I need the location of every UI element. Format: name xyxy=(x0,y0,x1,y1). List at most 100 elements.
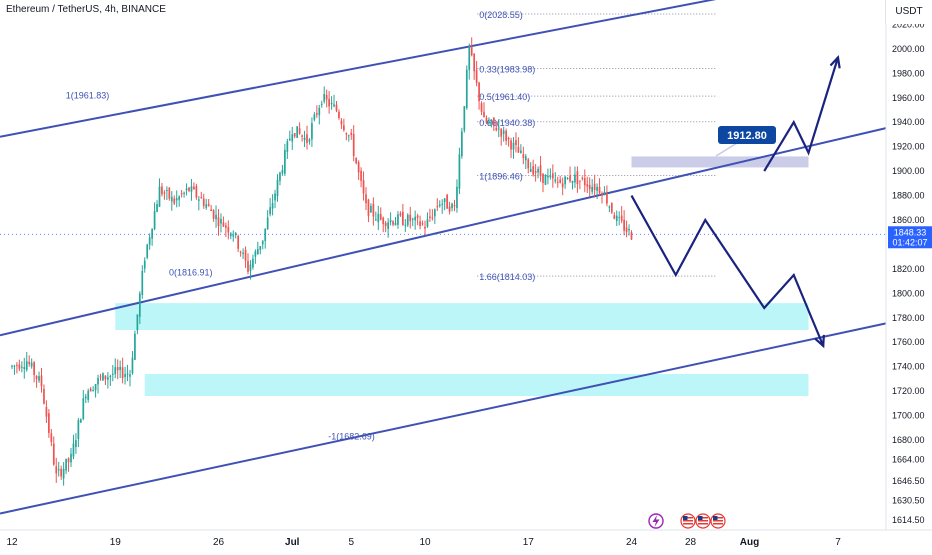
candle-body[interactable] xyxy=(601,193,603,196)
candle-body[interactable] xyxy=(318,107,321,116)
candle-body[interactable] xyxy=(438,204,441,207)
candle-body[interactable] xyxy=(126,373,129,375)
candle-body[interactable] xyxy=(119,366,122,370)
demand-zone-upper[interactable] xyxy=(115,303,809,330)
candle-body[interactable] xyxy=(244,249,247,261)
channel-line-middle[interactable] xyxy=(0,127,887,337)
candle-body[interactable] xyxy=(170,196,173,202)
candle-body[interactable] xyxy=(40,375,43,387)
event-icons[interactable] xyxy=(648,513,726,529)
candle-body[interactable] xyxy=(166,190,168,192)
candle-body[interactable] xyxy=(138,293,141,317)
candle-body[interactable] xyxy=(461,131,463,157)
candle-body[interactable] xyxy=(475,69,478,83)
candle-body[interactable] xyxy=(296,126,299,138)
candle-body[interactable] xyxy=(298,128,301,134)
candle-body[interactable] xyxy=(143,260,146,269)
candle-body[interactable] xyxy=(102,373,104,381)
candle-body[interactable] xyxy=(411,218,414,220)
candle-body[interactable] xyxy=(630,232,633,240)
candle-body[interactable] xyxy=(320,103,323,105)
candle-body[interactable] xyxy=(421,223,424,225)
candle-body[interactable] xyxy=(419,221,421,226)
time-axis[interactable]: 12 19 26 Jul 5 10 17 24 28 Aug 7 xyxy=(0,529,932,550)
candle-body[interactable] xyxy=(330,102,333,104)
candle-body[interactable] xyxy=(561,183,564,188)
candle-body[interactable] xyxy=(431,217,434,219)
candle-body[interactable] xyxy=(225,225,227,228)
candle-body[interactable] xyxy=(478,82,480,102)
candle-body[interactable] xyxy=(82,398,85,419)
candle-body[interactable] xyxy=(217,217,220,227)
candle-body[interactable] xyxy=(121,367,124,378)
candle-body[interactable] xyxy=(365,194,367,204)
candle-body[interactable] xyxy=(453,205,456,207)
candle-body[interactable] xyxy=(249,264,252,272)
candle-body[interactable] xyxy=(183,192,185,194)
candle-body[interactable] xyxy=(345,133,348,135)
candle-body[interactable] xyxy=(313,114,316,120)
candle-body[interactable] xyxy=(377,213,380,223)
resistance-zone[interactable] xyxy=(631,156,809,168)
projection-down-arrow[interactable] xyxy=(630,195,825,347)
candle-body[interactable] xyxy=(355,157,358,164)
candle-body[interactable] xyxy=(488,122,490,124)
candle-body[interactable] xyxy=(574,174,576,183)
candle-body[interactable] xyxy=(505,130,507,141)
candle-body[interactable] xyxy=(48,413,50,433)
candle-body[interactable] xyxy=(193,186,195,190)
candle-body[interactable] xyxy=(433,209,436,217)
candle-body[interactable] xyxy=(52,443,55,465)
candle-body[interactable] xyxy=(608,206,611,208)
candle-body[interactable] xyxy=(45,406,48,417)
candle-body[interactable] xyxy=(261,240,264,245)
candle-body[interactable] xyxy=(593,183,596,191)
candle-body[interactable] xyxy=(436,206,439,208)
candle-body[interactable] xyxy=(207,203,210,206)
candle-body[interactable] xyxy=(443,198,446,203)
candle-body[interactable] xyxy=(156,204,158,212)
candle-body[interactable] xyxy=(362,180,365,194)
candle-body[interactable] xyxy=(276,179,279,196)
candle-body[interactable] xyxy=(178,196,181,200)
candle-body[interactable] xyxy=(242,252,244,255)
candle-body[interactable] xyxy=(623,219,625,231)
candle-body[interactable] xyxy=(463,106,466,131)
candle-body[interactable] xyxy=(598,186,601,193)
candle-body[interactable] xyxy=(239,251,242,253)
candle-body[interactable] xyxy=(468,46,471,70)
candle-body[interactable] xyxy=(559,179,562,183)
candle-body[interactable] xyxy=(384,222,387,227)
candle-body[interactable] xyxy=(576,171,579,185)
candle-body[interactable] xyxy=(33,362,35,375)
us-flag-icon[interactable] xyxy=(695,513,711,529)
candle-body[interactable] xyxy=(596,186,598,191)
candle-body[interactable] xyxy=(352,134,355,157)
candle-body[interactable] xyxy=(89,388,92,392)
candle-body[interactable] xyxy=(347,135,350,137)
candle-body[interactable] xyxy=(485,117,488,123)
candle-body[interactable] xyxy=(308,139,311,142)
candle-body[interactable] xyxy=(532,166,535,175)
candle-body[interactable] xyxy=(141,271,144,295)
candle-body[interactable] xyxy=(202,198,205,206)
candle-body[interactable] xyxy=(131,357,134,374)
candle-body[interactable] xyxy=(197,199,200,201)
candle-body[interactable] xyxy=(158,186,161,207)
candle-body[interactable] xyxy=(409,214,412,222)
candle-body[interactable] xyxy=(591,186,594,192)
candle-body[interactable] xyxy=(163,192,166,194)
candle-body[interactable] xyxy=(286,141,289,152)
candle-body[interactable] xyxy=(151,228,153,239)
candle-body[interactable] xyxy=(11,365,13,367)
candle-body[interactable] xyxy=(306,134,308,143)
candle-body[interactable] xyxy=(520,150,522,153)
candle-body[interactable] xyxy=(372,203,375,217)
candle-body[interactable] xyxy=(254,251,257,257)
candle-body[interactable] xyxy=(507,138,510,140)
candle-body[interactable] xyxy=(264,228,267,241)
candle-body[interactable] xyxy=(315,113,318,115)
candle-body[interactable] xyxy=(529,168,532,172)
candle-body[interactable] xyxy=(628,228,630,231)
us-flag-icon[interactable] xyxy=(680,513,696,529)
